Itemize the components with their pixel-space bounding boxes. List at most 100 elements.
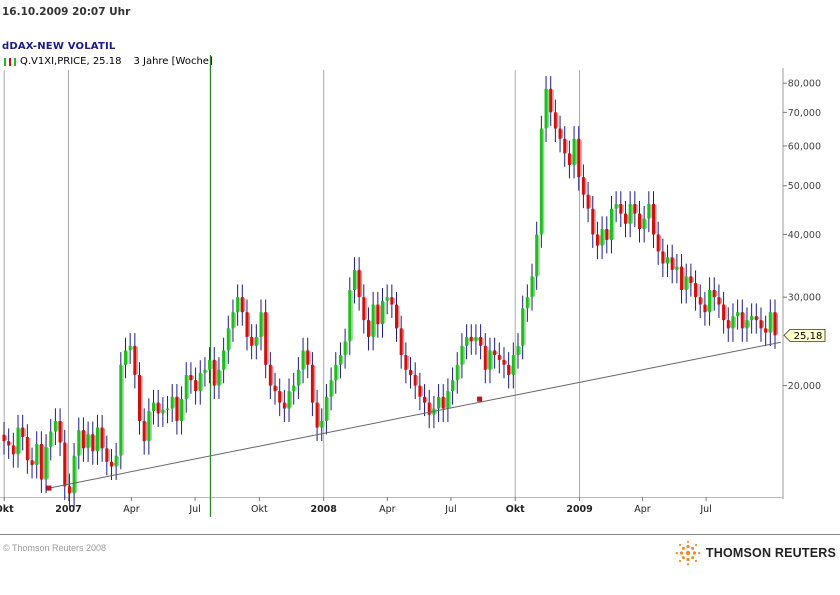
candle-shade: [477, 337, 479, 341]
candle-body: [282, 402, 286, 409]
candle-body: [623, 213, 627, 224]
candle-body: [39, 444, 43, 480]
candle-shade: [84, 431, 87, 448]
weekly-candle: [675, 253, 680, 284]
weekly-candle: [72, 443, 78, 507]
candle-body: [628, 203, 632, 224]
candle-shade: [734, 317, 736, 328]
weekly-candle: [680, 253, 685, 304]
candle-shade: [346, 342, 349, 355]
weekly-candle: [549, 76, 554, 126]
candle-shade: [580, 139, 582, 177]
candle-shade: [309, 351, 311, 364]
candle-body: [180, 399, 184, 422]
weekly-candle: [479, 324, 484, 360]
candle-body: [58, 421, 62, 443]
candle-shade: [155, 403, 157, 411]
y-tick-label: 80,000: [788, 79, 821, 90]
candle-shade: [440, 397, 442, 408]
candle-shade: [594, 209, 596, 234]
candle-body: [77, 430, 81, 456]
copyright-text: © Thomson Reuters 2008: [3, 543, 107, 553]
candle-shade: [552, 89, 554, 112]
candle-shade: [374, 305, 377, 336]
candle-shade: [355, 270, 358, 289]
candle-body: [245, 312, 249, 337]
candle-shade: [285, 403, 288, 408]
candle-shade: [519, 346, 521, 355]
candle-body: [460, 345, 464, 365]
candle-body: [133, 345, 137, 375]
weekly-candle: [451, 367, 456, 405]
candle-body: [343, 341, 347, 356]
candle-shade: [743, 313, 746, 328]
candle-body: [404, 355, 408, 370]
candle-body: [497, 355, 501, 360]
candle-shade: [70, 487, 73, 493]
candle-body: [189, 374, 193, 381]
weekly-candle: [254, 324, 260, 360]
candle-body: [16, 427, 20, 455]
weekly-candle: [694, 270, 699, 311]
candle-body: [348, 289, 352, 342]
weekly-candle: [91, 421, 96, 465]
weekly-candle: [427, 389, 433, 429]
weekly-candle: [497, 342, 503, 374]
candle-shade: [729, 321, 732, 328]
candle-shade: [626, 214, 629, 223]
candle-shade: [332, 381, 335, 396]
candle-body: [273, 385, 277, 392]
weekly-candle: [619, 191, 624, 228]
candle-shade: [711, 290, 713, 312]
candle-body: [390, 297, 394, 305]
candle-shade: [215, 360, 218, 385]
candle-shade: [38, 445, 40, 464]
last-value-tag: [783, 328, 826, 342]
candle-shade: [234, 313, 236, 328]
x-tick-label: 2009: [566, 504, 592, 515]
candle-body: [600, 229, 604, 246]
candle-body: [689, 276, 693, 284]
candle-shade: [197, 381, 199, 391]
weekly-candle: [77, 417, 82, 470]
candle-body: [334, 364, 338, 381]
candle-body: [754, 316, 758, 321]
candle-shade: [725, 305, 727, 320]
weekly-candle: [142, 408, 148, 455]
candle-body: [166, 408, 170, 410]
candle-body: [72, 455, 76, 494]
candle-shade: [407, 356, 409, 369]
candle-body: [156, 402, 160, 414]
candle-body: [712, 289, 716, 298]
support-trendline: [48, 341, 782, 489]
weekly-candle: [409, 357, 414, 389]
candle-body: [170, 396, 174, 409]
candle-body: [736, 312, 740, 317]
candle-shade: [281, 392, 283, 402]
candle-shade: [757, 317, 760, 320]
candle-body: [264, 312, 268, 365]
weekly-candle: [390, 284, 395, 319]
weekly-candle: [656, 221, 662, 265]
candle-body: [240, 297, 244, 313]
legend-period-label: 3 Jahre [Woche]: [133, 56, 213, 67]
candle-shade: [56, 422, 59, 431]
candle-body: [549, 88, 553, 113]
weekly-candle: [577, 126, 582, 191]
weekly-candle: [652, 191, 657, 248]
candle-body: [259, 312, 263, 337]
candle-shade: [673, 258, 676, 269]
candle-shade: [183, 400, 185, 421]
candle-shade: [239, 298, 241, 312]
candle-shade: [178, 397, 180, 421]
weekly-candle: [455, 352, 461, 394]
candle-shade: [225, 351, 227, 369]
weekly-candle: [231, 299, 236, 342]
candle-shade: [622, 204, 624, 213]
candle-shade: [659, 235, 662, 251]
candle-shade: [201, 373, 204, 391]
candle-shade: [248, 313, 250, 336]
candle-body: [652, 203, 656, 235]
weekly-candle: [703, 291, 708, 326]
candle-body: [301, 350, 305, 370]
